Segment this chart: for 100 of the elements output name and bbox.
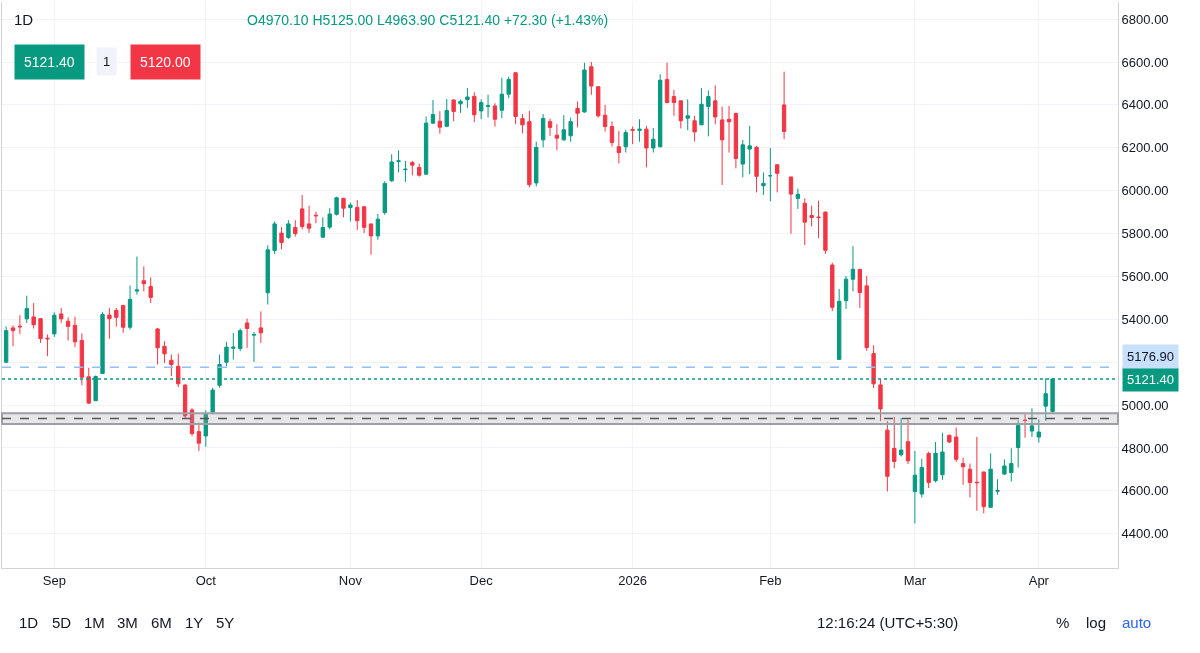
y-tick-label: 4800.00 [1121, 440, 1169, 456]
candlestick [203, 409, 208, 448]
text: 1D [19, 614, 39, 631]
candlestick [10, 324, 16, 347]
candlestick [465, 87, 470, 109]
candlestick [1002, 458, 1007, 476]
candlestick [299, 194, 305, 230]
text: 1M [84, 614, 105, 631]
candlestick [134, 255, 140, 296]
candlestick [72, 316, 78, 348]
candlestick [169, 353, 174, 377]
candlestick [602, 104, 608, 132]
candlestick [348, 202, 353, 223]
x-tick-label: Oct [195, 572, 217, 588]
candlestick [864, 275, 869, 352]
candlestick [761, 171, 766, 196]
candlestick [451, 99, 456, 122]
candlestick [781, 71, 787, 140]
candlestick [960, 457, 966, 486]
x-tick-label: Apr [1028, 572, 1050, 588]
candlestick [706, 89, 711, 137]
candlestick [478, 98, 484, 120]
x-tick-label: Nov [338, 572, 363, 588]
candlestick [1036, 418, 1042, 444]
candlestick [678, 100, 684, 129]
y-tick-label: 5000.00 [1121, 397, 1169, 413]
candlestick [24, 295, 29, 324]
candlestick [878, 378, 883, 422]
candlestick [210, 387, 215, 415]
candlestick [596, 85, 601, 119]
candlestick [1029, 407, 1035, 438]
candlestick [31, 302, 36, 330]
text: 3M [117, 614, 138, 631]
candlestick [272, 221, 277, 255]
candlestick [740, 139, 745, 178]
candlestick [444, 98, 449, 128]
candlestick [926, 451, 931, 489]
candlestick [375, 213, 381, 241]
candlestick [59, 307, 64, 324]
candlestick [396, 149, 401, 173]
candlestick [527, 110, 532, 188]
text: 5Y [216, 614, 235, 631]
candlestick [561, 114, 566, 142]
candlestick [885, 420, 890, 492]
text: 5D [52, 614, 72, 631]
candlestick [423, 115, 429, 176]
candlestick [155, 327, 160, 366]
candlestick [719, 106, 725, 186]
candlestick [534, 141, 539, 187]
candlestick [45, 334, 50, 357]
candlestick [86, 367, 91, 405]
candlestick [836, 288, 842, 360]
candlestick [244, 318, 250, 349]
candlestick [182, 383, 188, 419]
candlestick [238, 328, 243, 352]
candlestick [107, 307, 112, 340]
candlestick [38, 317, 43, 344]
candlestick [692, 115, 697, 142]
candlestick [823, 210, 828, 255]
candlestick [933, 441, 938, 483]
candlestick [224, 341, 229, 367]
candlestick [671, 89, 677, 117]
text: 1D [14, 11, 34, 29]
y-tick-label: 6400.00 [1121, 97, 1169, 113]
candlestick [816, 200, 821, 239]
candlestick [114, 307, 119, 328]
candlestick [65, 316, 71, 342]
candlestick [843, 275, 849, 310]
candlestick [912, 450, 918, 524]
candlestick [403, 160, 408, 183]
annotation: 1 [103, 54, 111, 69]
candlestick [251, 331, 257, 363]
ref-line-label: 5176.90 [1127, 349, 1174, 364]
candlestick [361, 205, 367, 234]
candlestick [582, 62, 587, 114]
x-tick-label: Feb [759, 572, 782, 588]
candlestick [430, 99, 436, 125]
y-tick-label: 6200.00 [1121, 140, 1169, 156]
ref-line-label: 5121.40 [1127, 372, 1174, 387]
text: 12:16:24 (UTC+5:30) [817, 614, 959, 631]
y-tick-label: 5600.00 [1121, 268, 1169, 284]
candlestick [988, 452, 993, 508]
candlestick [389, 153, 394, 183]
candlestick [540, 113, 546, 148]
candlestick [499, 77, 505, 119]
y-tick-label: 6600.00 [1121, 54, 1169, 70]
candlestick [506, 76, 511, 99]
candlestick [127, 284, 133, 331]
candlestick [196, 422, 202, 452]
candlestick [616, 130, 622, 164]
candlestick [176, 353, 181, 388]
candlestick [141, 265, 147, 292]
candlestick [657, 73, 663, 148]
candlestick [313, 211, 319, 224]
candlestick [940, 432, 945, 481]
candlestick [258, 310, 264, 344]
candlestick [664, 62, 670, 104]
candlestick [713, 84, 718, 125]
candlestick [747, 125, 752, 175]
candlestick [334, 196, 339, 217]
